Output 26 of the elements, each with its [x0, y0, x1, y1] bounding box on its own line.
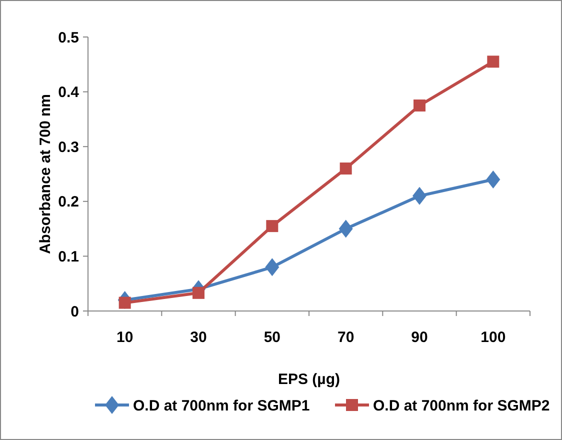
- point: [412, 186, 426, 205]
- y-tick-label: 0.4: [58, 84, 80, 102]
- x-axis-title: EPS (µg): [278, 371, 340, 388]
- x-tick-label: 100: [480, 329, 506, 346]
- x-tick-label: 30: [190, 329, 207, 346]
- point: [338, 220, 353, 238]
- point: [192, 286, 204, 299]
- y-tick-label: 0.3: [58, 138, 79, 156]
- point: [486, 170, 500, 188]
- y-tick-label: 0.1: [58, 248, 79, 266]
- y-tick-label: 0: [70, 303, 79, 320]
- y-tick-label: 0.2: [58, 194, 79, 211]
- x-tick-label: 50: [264, 329, 281, 346]
- point: [118, 296, 131, 309]
- legend-label: O.D at 700nm for SGMP2: [373, 397, 550, 414]
- point: [266, 220, 278, 232]
- point: [265, 258, 280, 276]
- point: [414, 100, 426, 112]
- x-tick-label: 90: [411, 329, 428, 346]
- x-tick-label: 70: [337, 329, 354, 346]
- y-axis-title: Absorbance at 700 nm: [37, 94, 54, 254]
- legend-label: O.D at 700nm for SGMP1: [133, 397, 310, 414]
- point: [487, 56, 500, 68]
- y-tick-label: 0.5: [58, 29, 79, 46]
- point: [340, 162, 352, 175]
- x-tick-label: 10: [116, 329, 134, 346]
